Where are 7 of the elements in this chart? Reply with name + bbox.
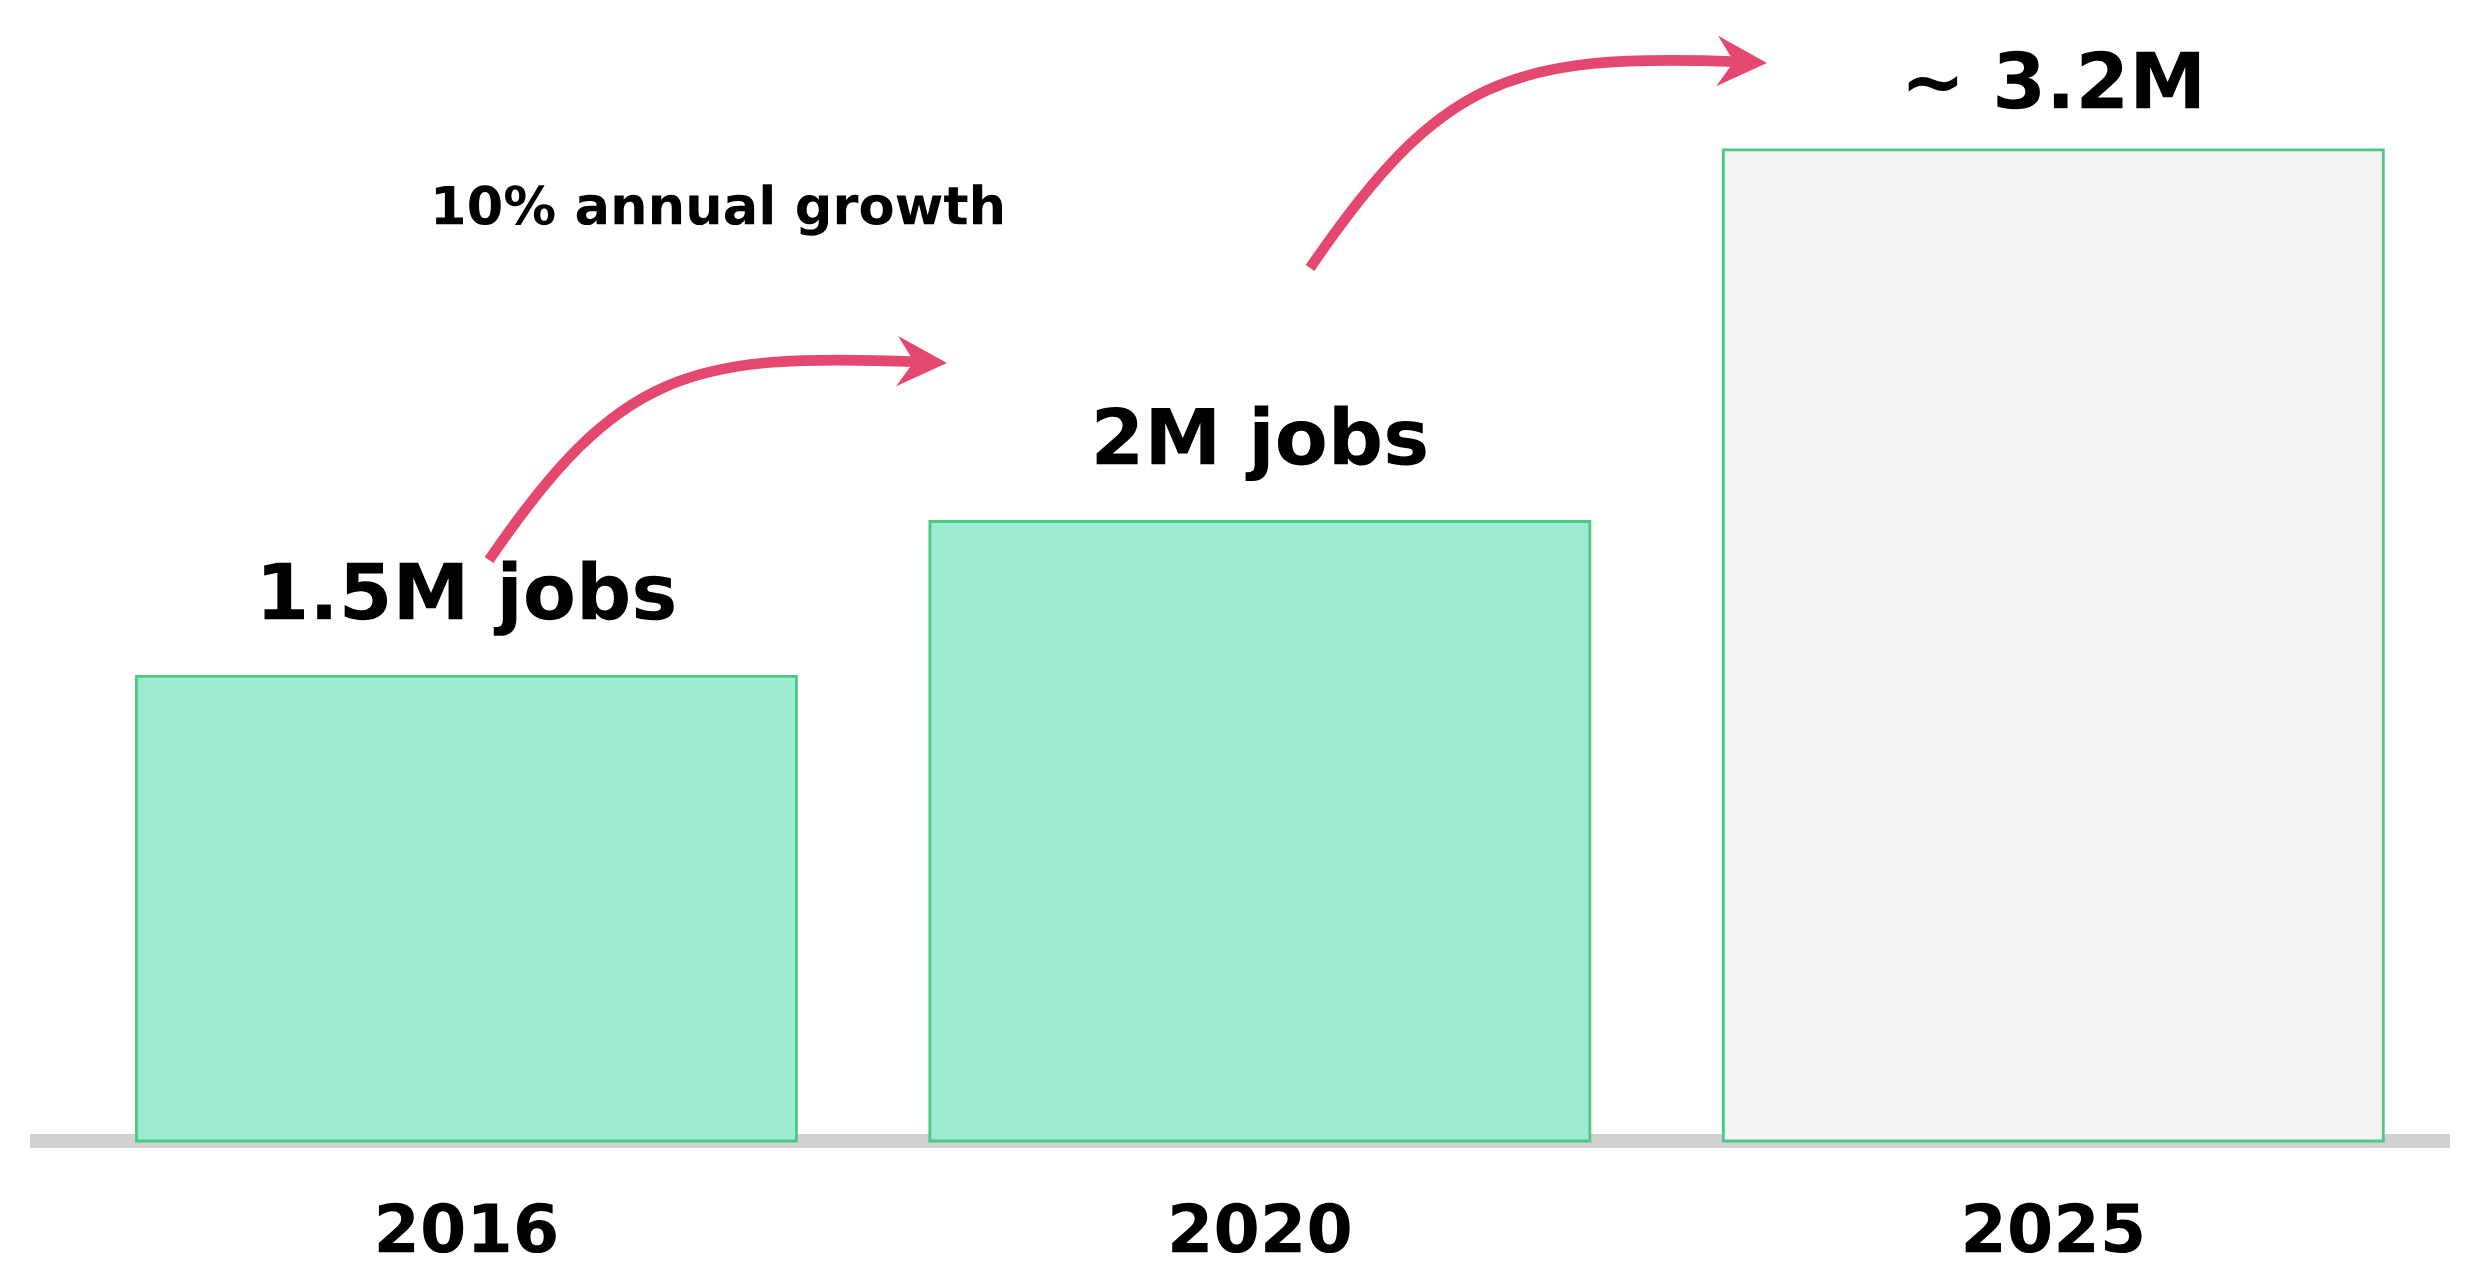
data-label: ~ 3.2M [1908, 50, 2200, 110]
annotation: 10% annual growth [435, 184, 1002, 236]
x-tick-label: 2020 [1172, 1202, 1350, 1254]
data-label: 2M jobs [1096, 405, 1426, 481]
data-label: 1.5M jobs [264, 560, 674, 636]
x-tick-label: 2025 [1965, 1202, 2142, 1254]
x-tick-label: 2016 [378, 1202, 556, 1254]
